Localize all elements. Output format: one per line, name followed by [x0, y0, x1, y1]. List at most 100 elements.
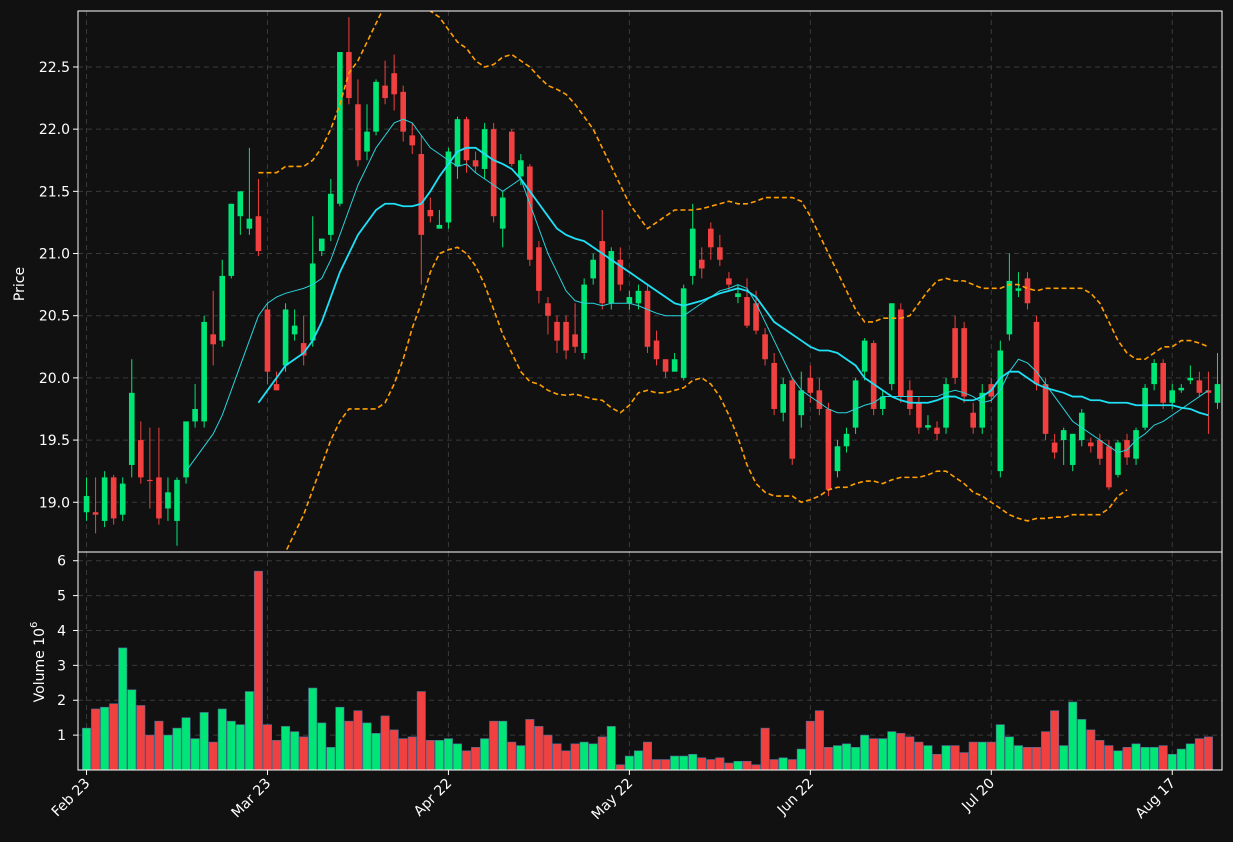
- volume-bar: [1149, 747, 1159, 771]
- candle-body: [165, 492, 171, 509]
- candle-body: [300, 343, 307, 356]
- volume-bar: [643, 741, 652, 771]
- candle-body: [771, 362, 777, 409]
- candle-body: [228, 203, 235, 276]
- price-tick-label: 22.5: [39, 60, 70, 76]
- candle-body: [237, 191, 244, 217]
- volume-bar: [272, 740, 281, 771]
- volume-bar: [769, 759, 779, 771]
- volume-bar: [633, 750, 643, 771]
- volume-bar: [172, 727, 182, 771]
- volume-bar: [606, 726, 616, 771]
- volume-bar: [543, 734, 553, 771]
- volume-bar: [706, 759, 716, 771]
- volume-bar: [742, 760, 752, 771]
- candle-body: [527, 166, 533, 260]
- x-tick-label: Aug 17: [1133, 776, 1179, 822]
- volume-bar: [136, 705, 146, 771]
- candle-body: [1151, 362, 1157, 385]
- candle-body: [1124, 440, 1130, 458]
- volume-bar: [887, 731, 897, 771]
- candle-body: [1097, 440, 1103, 459]
- overlays: [185, 11, 1209, 552]
- candle-body: [246, 218, 253, 229]
- volume-bar: [425, 740, 435, 771]
- volume-bar: [407, 736, 417, 771]
- volume-bar: [1095, 740, 1105, 771]
- candle-body: [907, 390, 913, 409]
- volume-bar: [127, 689, 137, 771]
- candle-body: [735, 293, 741, 298]
- candle-body: [364, 131, 370, 152]
- volume-bar: [244, 691, 254, 771]
- volume-bar: [561, 750, 571, 771]
- volume-bar: [1140, 747, 1150, 771]
- volume-bar: [1004, 736, 1014, 771]
- volume-bar: [697, 757, 707, 771]
- volume-bar: [1013, 745, 1023, 771]
- candle-body: [979, 392, 986, 428]
- candle-body: [1078, 412, 1085, 441]
- volume-bar: [91, 708, 101, 771]
- volume-bar: [443, 738, 453, 771]
- volume-bar: [923, 745, 933, 771]
- candle-body: [518, 160, 524, 177]
- volume-bar: [579, 741, 589, 771]
- volume-bar: [679, 755, 689, 771]
- candle-body: [391, 73, 397, 95]
- candle-body: [590, 259, 596, 279]
- volume-bar: [733, 760, 743, 771]
- x-tick-label: Jul 20: [958, 776, 998, 816]
- candle-body: [110, 477, 117, 519]
- volume-bar: [814, 710, 824, 771]
- volume-tick-label: 3: [57, 658, 66, 674]
- volume-bar: [1131, 743, 1141, 771]
- candle-body: [373, 81, 379, 132]
- candle-body: [997, 350, 1004, 472]
- candle-body: [789, 380, 796, 459]
- volume-panel: 1 2 3 4 5 6: [57, 551, 1223, 771]
- volume-bar: [869, 738, 879, 771]
- candle-body: [1142, 387, 1148, 428]
- candle-body: [852, 380, 859, 428]
- candle-body: [870, 343, 877, 409]
- candle-body: [138, 440, 144, 478]
- volume-bar: [82, 727, 91, 771]
- volume-bar: [1203, 736, 1213, 771]
- candle-body: [599, 241, 606, 304]
- volume-bar: [145, 734, 155, 771]
- volume-bar: [1077, 719, 1087, 771]
- volume-bar: [534, 726, 544, 771]
- candle-body: [545, 303, 551, 316]
- price-panel: 19.0 19.5 20.0 20.5 21.0 21.5 22.0 22.5: [39, 10, 1223, 553]
- volume-axis-label-base: Volume 10: [32, 628, 48, 702]
- candle-body: [1214, 384, 1221, 403]
- x-tick-label: Mar 23: [229, 776, 275, 822]
- price-tick-label: 20.5: [39, 309, 70, 325]
- candle-body: [961, 328, 967, 397]
- candle-body: [219, 275, 226, 341]
- candle-body: [183, 421, 189, 478]
- candle-body: [264, 309, 271, 372]
- candle-body: [427, 209, 434, 217]
- candle-body: [1133, 430, 1139, 459]
- volume-bar: [570, 743, 580, 771]
- candle-body: [536, 247, 542, 291]
- candle-body: [1205, 390, 1212, 393]
- candle-body: [608, 251, 615, 304]
- volume-bar: [615, 764, 625, 771]
- candle-body: [201, 321, 207, 422]
- volume-tick-label: 2: [57, 693, 66, 709]
- volume-bar: [471, 747, 481, 771]
- price-axis-label: Price: [12, 267, 28, 301]
- volume-bar: [724, 762, 734, 771]
- volume-axis-label-exponent: 6: [29, 622, 40, 628]
- candle-body: [1160, 362, 1166, 403]
- volume-bar: [1068, 701, 1078, 771]
- volume-bar: [1023, 747, 1032, 771]
- volume-bar: [217, 708, 227, 771]
- candle-body: [834, 446, 841, 472]
- candle-body: [762, 334, 768, 360]
- volume-bar: [1086, 729, 1096, 771]
